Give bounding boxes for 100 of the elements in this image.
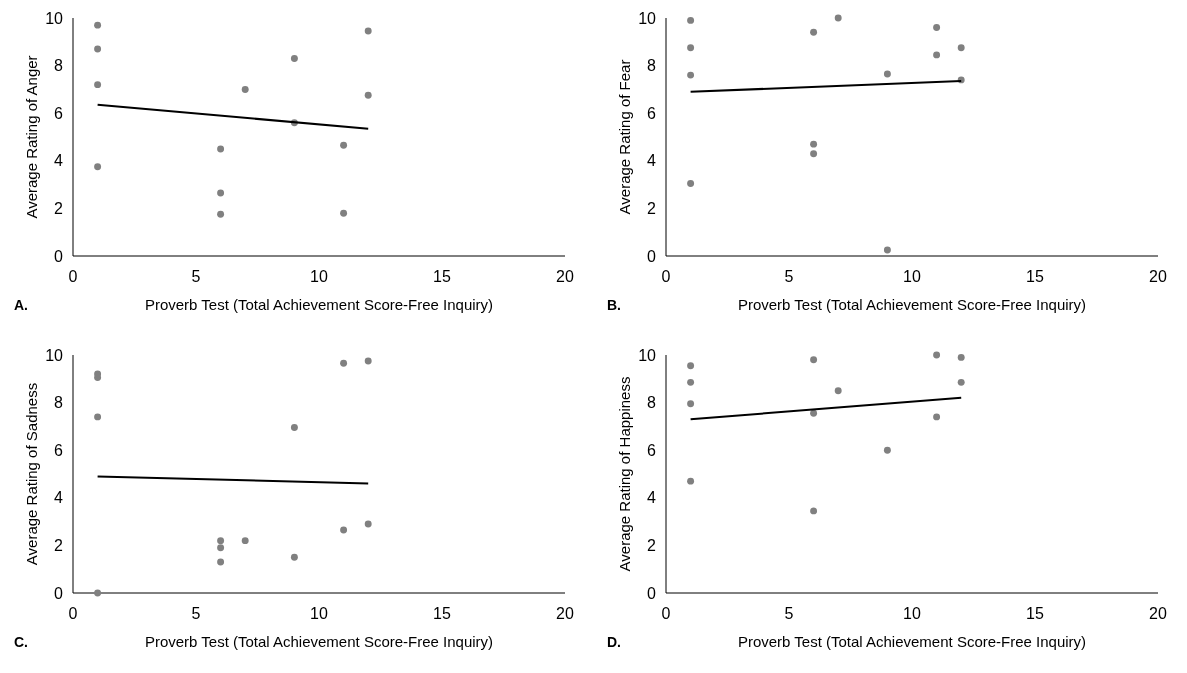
point: [687, 71, 695, 79]
point: [810, 409, 818, 417]
x-axis-title: Proverb Test (Total Achievement Score-Free Inquiry): [737, 296, 1087, 313]
y-tick-label: 4: [54, 489, 64, 507]
x-tick-label: 0: [661, 268, 671, 285]
text: B.: [607, 297, 621, 313]
y-tick-label: 2: [54, 200, 64, 217]
x-tick-label: 20: [1149, 268, 1167, 285]
x-tick-label: 10: [903, 605, 921, 622]
point: [217, 558, 225, 566]
point: [340, 359, 348, 367]
x-tick-label: 10: [310, 268, 328, 285]
point: [94, 374, 102, 382]
y-tick-label: 8: [54, 394, 64, 412]
point: [217, 189, 225, 197]
point: [883, 70, 891, 78]
x-tick-label: 15: [1026, 268, 1044, 285]
point: [810, 356, 818, 364]
point: [687, 400, 695, 408]
x-tick-label: 0: [68, 268, 78, 285]
y-tick-label: 6: [647, 104, 657, 122]
y-tick-label: 0: [647, 584, 657, 602]
x-tick-label: 0: [661, 605, 671, 622]
point: [94, 21, 102, 29]
x-tick-label: 15: [1026, 605, 1044, 622]
point: [810, 507, 818, 515]
x-tick-label: 5: [784, 605, 794, 622]
y-tick-label: 10: [45, 9, 64, 27]
point: [340, 526, 348, 534]
y-tick-label: 8: [54, 57, 64, 75]
x-axis-title: Proverb Test (Total Achievement Score-Free Inquiry): [144, 633, 494, 650]
x-tick-label: 20: [556, 268, 574, 285]
point: [340, 141, 348, 149]
y-tick-label: 0: [54, 584, 64, 602]
point: [687, 44, 695, 52]
x-tick-label: 20: [1149, 605, 1167, 622]
y-tick-label: 6: [647, 441, 657, 459]
y-tick-label: 2: [54, 537, 64, 554]
y-tick-label: 0: [54, 247, 64, 265]
point: [957, 44, 965, 52]
point: [94, 45, 102, 53]
point: [364, 357, 372, 365]
point: [364, 27, 372, 35]
y-axis-title: Average Rating of Happiness: [616, 376, 633, 572]
point: [834, 387, 842, 395]
text: C.: [14, 634, 28, 650]
text: A.: [14, 297, 28, 313]
point: [364, 91, 372, 99]
point: [340, 209, 348, 217]
x-tick-label: 15: [433, 605, 451, 622]
point: [687, 378, 695, 386]
y-axis-title: Average Rating of Sadness: [23, 382, 40, 566]
point: [687, 179, 695, 187]
point: [217, 145, 225, 153]
point: [957, 353, 965, 361]
point: [290, 553, 298, 561]
x-tick-label: 5: [191, 605, 201, 622]
x-tick-label: 15: [433, 268, 451, 285]
point: [94, 413, 102, 421]
point: [933, 351, 941, 359]
point: [290, 424, 298, 432]
y-tick-label: 8: [647, 57, 657, 75]
point: [217, 210, 225, 218]
point: [810, 28, 818, 36]
y-tick-label: 8: [647, 394, 657, 412]
point: [810, 140, 818, 148]
y-tick-label: 0: [647, 247, 657, 265]
x-tick-label: 10: [310, 605, 328, 622]
point: [687, 16, 695, 24]
x-tick-label: 5: [191, 268, 201, 285]
point: [834, 14, 842, 22]
point: [933, 413, 941, 421]
point: [687, 477, 695, 485]
point: [94, 81, 102, 89]
x-tick-label: 5: [784, 268, 794, 285]
y-tick-label: 10: [45, 346, 64, 364]
point: [933, 51, 941, 59]
point: [94, 163, 102, 171]
y-tick-label: 6: [54, 104, 64, 122]
point: [933, 24, 941, 31]
point: [217, 544, 225, 552]
point: [687, 362, 695, 370]
y-tick-label: 4: [647, 489, 657, 507]
point: [241, 537, 249, 545]
y-tick-label: 4: [54, 152, 64, 170]
y-axis-title: Average Rating of Fear: [616, 59, 633, 215]
point: [957, 378, 965, 386]
y-tick-label: 2: [647, 200, 657, 217]
y-tick-label: 10: [638, 9, 657, 27]
text: D.: [607, 634, 621, 650]
point: [364, 520, 372, 528]
y-tick-label: 6: [54, 441, 64, 459]
point: [217, 537, 225, 545]
point: [241, 85, 249, 93]
point: [810, 150, 818, 158]
point: [290, 54, 298, 62]
y-tick-label: 4: [647, 152, 657, 170]
x-tick-label: 0: [68, 605, 78, 622]
point: [883, 446, 891, 454]
x-axis-title: Proverb Test (Total Achievement Score-Free Inquiry): [144, 296, 494, 313]
